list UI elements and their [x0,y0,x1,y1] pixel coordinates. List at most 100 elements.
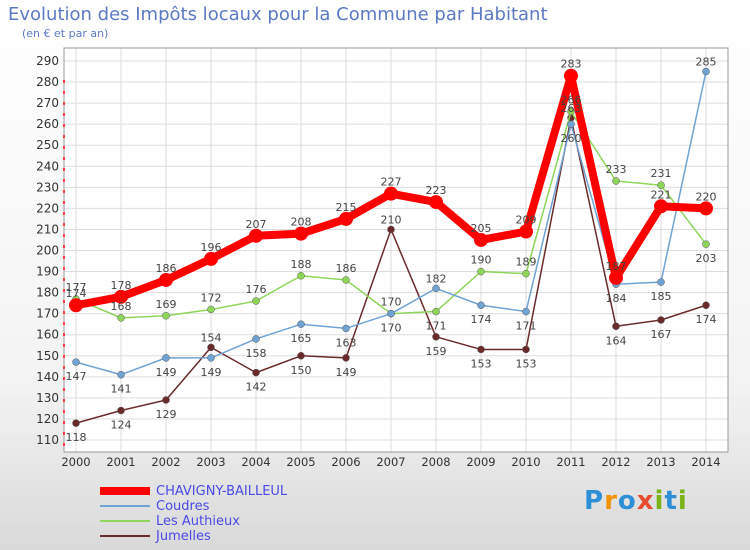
data-label: 171 [516,320,537,333]
data-label: 223 [426,184,447,197]
y-tick-label: 120 [36,412,59,426]
data-label: 168 [111,300,132,313]
data-label: 118 [66,431,87,444]
legend-label: Jumelles [156,529,211,544]
data-point [522,269,530,278]
data-label: 210 [381,213,402,226]
data-label: 215 [336,201,357,214]
data-point [117,406,125,415]
data-point [252,297,260,305]
data-point [204,251,218,266]
data-point [432,284,440,293]
data-label: 149 [201,366,222,379]
data-label: 209 [516,214,537,227]
data-label: 207 [246,218,267,231]
data-label: 233 [606,163,627,176]
data-label: 187 [606,260,627,273]
data-point [114,289,128,304]
data-point [207,354,215,362]
data-label: 263 [561,102,582,115]
data-point [117,314,125,322]
data-point [612,322,620,331]
axes: 110 120 130 140 150 160 170 180 190 200 210 220 230 2… [36,47,729,469]
data-point [252,335,260,343]
legend-swatch [100,520,150,522]
logo-letter: r [604,486,618,516]
data-label: 177 [66,281,87,294]
data-point [612,177,620,185]
data-point [297,352,305,360]
data-point [699,201,713,216]
logo-letter: t [664,486,678,516]
y-tick-label: 210 [36,222,59,236]
data-label: 172 [201,291,222,304]
data-point [294,226,308,241]
data-label: 182 [426,272,447,285]
data-label: 171 [426,320,447,333]
data-label: 208 [291,216,312,229]
data-point [117,370,125,379]
data-label: 149 [156,366,177,379]
data-label: 142 [246,381,267,394]
data-label: 174 [66,287,87,300]
data-point [477,267,485,276]
data-point [702,240,710,248]
x-tick-label: 2006 [331,455,360,469]
data-point [387,309,395,318]
legend-label: CHAVIGNY-BAILLEUL [156,484,288,499]
data-label: 165 [291,332,312,345]
data-label: 283 [561,58,582,71]
axis-frame [63,47,729,453]
data-point [567,107,575,116]
data-label: 221 [651,188,672,201]
data-point [477,345,485,354]
x-tick-label: 2013 [646,455,675,469]
data-point [297,272,305,280]
data-point [297,320,305,328]
data-point [477,301,485,309]
data-point [609,270,623,285]
data-label: 141 [111,383,132,396]
data-point [657,316,665,324]
x-tick-label: 2007 [376,455,405,469]
data-point [72,419,80,427]
data-label: 153 [471,357,492,370]
x-tick-label: 2012 [601,455,630,469]
y-tick-label: 160 [36,328,59,342]
logo-letter: P [584,486,605,516]
logo-letter: x [636,486,655,516]
y-tick-label: 180 [36,286,59,300]
data-label: 170 [381,322,402,335]
x-tick-label: 2014 [691,455,720,469]
data-label: 190 [471,254,492,267]
data-point [567,120,575,128]
data-label: 260 [561,132,582,145]
y-tick-label: 250 [36,138,59,152]
y-tick-label: 240 [36,159,59,173]
data-labels: 174 178 186 196 207 208 215 227 223 205 209 283 187 2… [66,56,717,445]
data-point [72,358,80,366]
y-tick-label: 290 [36,54,59,68]
data-label: 158 [246,347,267,360]
data-label: 176 [246,283,267,296]
data-point [432,333,440,341]
x-tick-label: 2009 [466,455,495,469]
data-point [339,211,353,226]
data-label: 150 [291,364,312,377]
chart-subtitle: (en € et par an) [22,27,109,40]
data-point [342,324,350,333]
x-tick-label: 2005 [286,455,315,469]
data-point [519,224,533,239]
data-point [522,307,530,316]
data-label: 203 [696,252,717,265]
data-label: 285 [696,56,717,69]
data-label: 129 [156,408,177,421]
data-label: 205 [471,222,492,235]
x-tick-label: 2011 [556,455,585,469]
x-tick-label: 2000 [61,455,90,469]
data-label: 185 [651,290,672,303]
data-label: 174 [696,313,717,326]
data-label: 163 [336,336,357,349]
y-tick-label: 260 [36,117,59,131]
